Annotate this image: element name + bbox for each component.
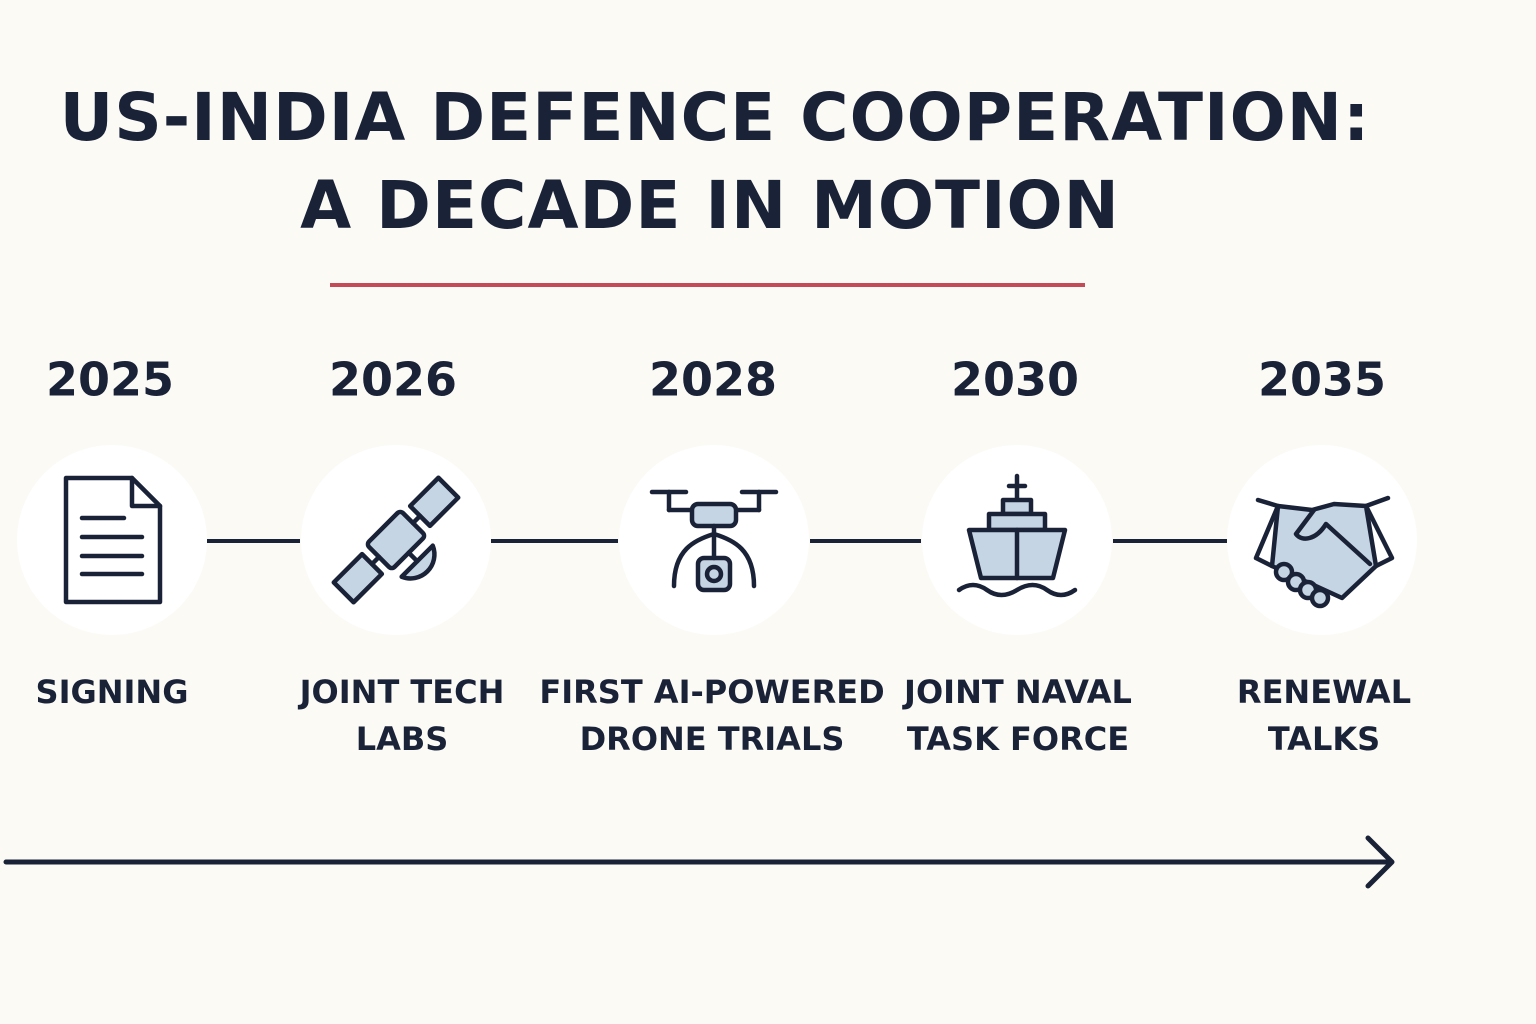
milestone-label: TALKS xyxy=(1268,720,1380,758)
handshake-icon xyxy=(1253,495,1395,609)
milestone-label: FIRST AI-POWERED xyxy=(539,673,884,711)
year: 2035 xyxy=(1258,353,1386,407)
year: 2028 xyxy=(649,353,777,407)
year: 2030 xyxy=(951,353,1079,407)
ship-icon xyxy=(956,473,1078,598)
title-line: A DECADE IN MOTION xyxy=(300,167,1120,244)
milestone-label: JOINT TECH xyxy=(298,673,505,711)
year: 2025 xyxy=(46,353,174,407)
milestone-label: SIGNING xyxy=(36,673,189,711)
year: 2026 xyxy=(329,353,457,407)
document-icon xyxy=(63,475,163,605)
timeline-arrow xyxy=(3,835,1395,889)
milestone-label: LABS xyxy=(356,720,449,758)
milestone-label: DRONE TRIALS xyxy=(580,720,845,758)
milestone-label: RENEWAL xyxy=(1237,673,1411,711)
milestone-label: JOINT NAVAL xyxy=(902,673,1132,711)
milestone-label: TASK FORCE xyxy=(907,720,1129,758)
title-line: US-INDIA DEFENCE COOPERATION: xyxy=(60,79,1371,156)
satellite-icon xyxy=(331,475,461,605)
drone-icon xyxy=(649,489,779,593)
